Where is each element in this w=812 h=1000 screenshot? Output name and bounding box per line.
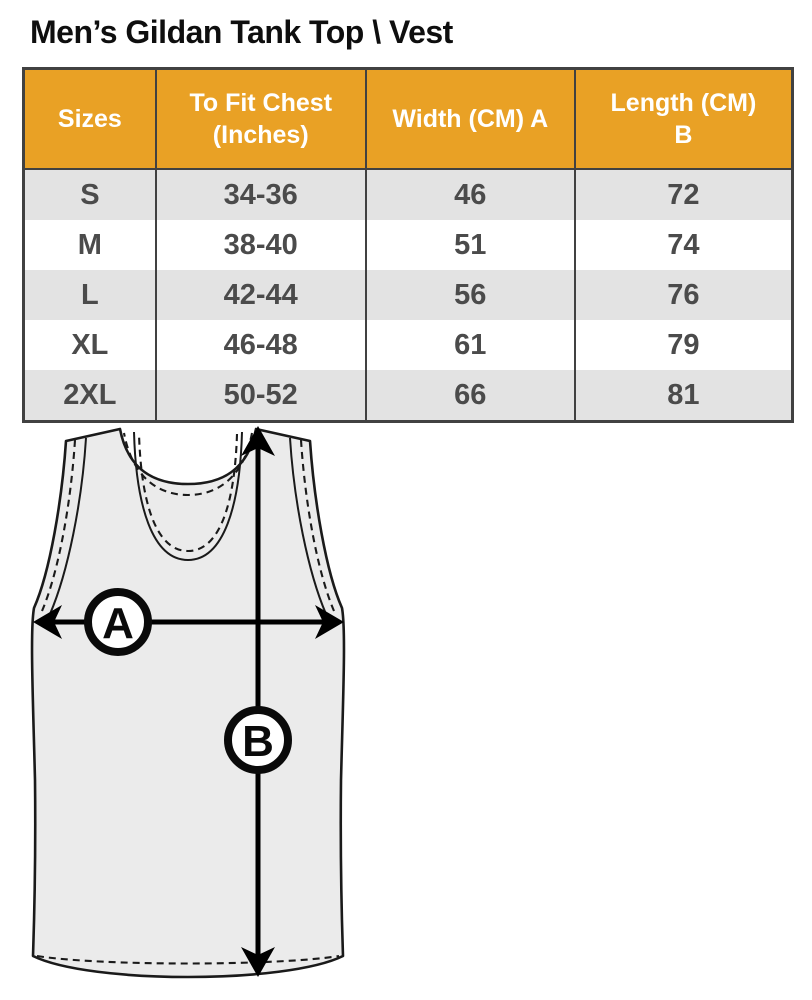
size-chart-table: Sizes To Fit Chest (Inches) Width (CM) A… (22, 67, 794, 423)
length-cell: 81 (573, 370, 793, 422)
column-header-sizes: Sizes (23, 68, 156, 170)
length-arrow (241, 426, 275, 977)
table-header-row: Sizes To Fit Chest (Inches) Width (CM) A… (23, 68, 793, 170)
column-header-width: Width (CM) A (364, 68, 575, 170)
length-cell: 72 (573, 169, 793, 220)
width-cell: 51 (364, 220, 575, 270)
length-cell: 76 (573, 270, 793, 320)
neckline-binding-inner (133, 431, 243, 562)
measure-a-label: A (102, 599, 134, 648)
neckline-stitch-inner (137, 433, 239, 553)
armhole-stitch-left (41, 439, 77, 612)
measure-a-badge: A (84, 588, 152, 656)
table-row: S 34-36 46 72 (23, 169, 793, 220)
length-arrowhead-top (241, 426, 275, 456)
column-header-length: Length (CM) B (573, 68, 793, 170)
hem-stitch (36, 954, 340, 965)
width-cell: 61 (364, 320, 575, 370)
size-cell: 2XL (23, 370, 156, 422)
length-cell: 79 (573, 320, 793, 370)
table-row: L 42-44 56 76 (23, 270, 793, 320)
size-cell: XL (23, 320, 156, 370)
page-title: Men’s Gildan Tank Top \ Vest (30, 14, 453, 50)
neckline-stitch-outer (122, 432, 254, 497)
chest-cell: 34-36 (154, 169, 366, 220)
chest-cell: 42-44 (154, 270, 366, 320)
armhole-binding-right (289, 437, 327, 615)
chest-cell: 38-40 (154, 220, 366, 270)
length-arrowhead-bottom (241, 947, 275, 977)
length-cell: 74 (573, 220, 793, 270)
table-row: XL 46-48 61 79 (23, 320, 793, 370)
width-cell: 66 (364, 370, 575, 422)
table-row: 2XL 50-52 66 81 (23, 370, 793, 422)
size-cell: S (23, 169, 156, 220)
measure-a-circle (84, 588, 152, 656)
table-row: M 38-40 51 74 (23, 220, 793, 270)
tank-body-outline (30, 427, 346, 979)
chest-cell: 46-48 (154, 320, 366, 370)
size-cell: L (23, 270, 156, 320)
width-arrowhead-left (33, 605, 62, 639)
measure-b-label: B (242, 717, 274, 766)
chest-cell: 50-52 (154, 370, 366, 422)
measure-b-badge: B (224, 706, 292, 774)
column-header-chest: To Fit Chest (Inches) (154, 68, 366, 170)
tank-top-diagram: A B (30, 426, 346, 979)
size-cell: M (23, 220, 156, 270)
width-cell: 56 (364, 270, 575, 320)
measure-b-circle (224, 706, 292, 774)
armhole-binding-left (49, 437, 87, 615)
width-cell: 46 (364, 169, 575, 220)
width-arrowhead-right (315, 605, 344, 639)
armhole-stitch-right (299, 439, 335, 612)
